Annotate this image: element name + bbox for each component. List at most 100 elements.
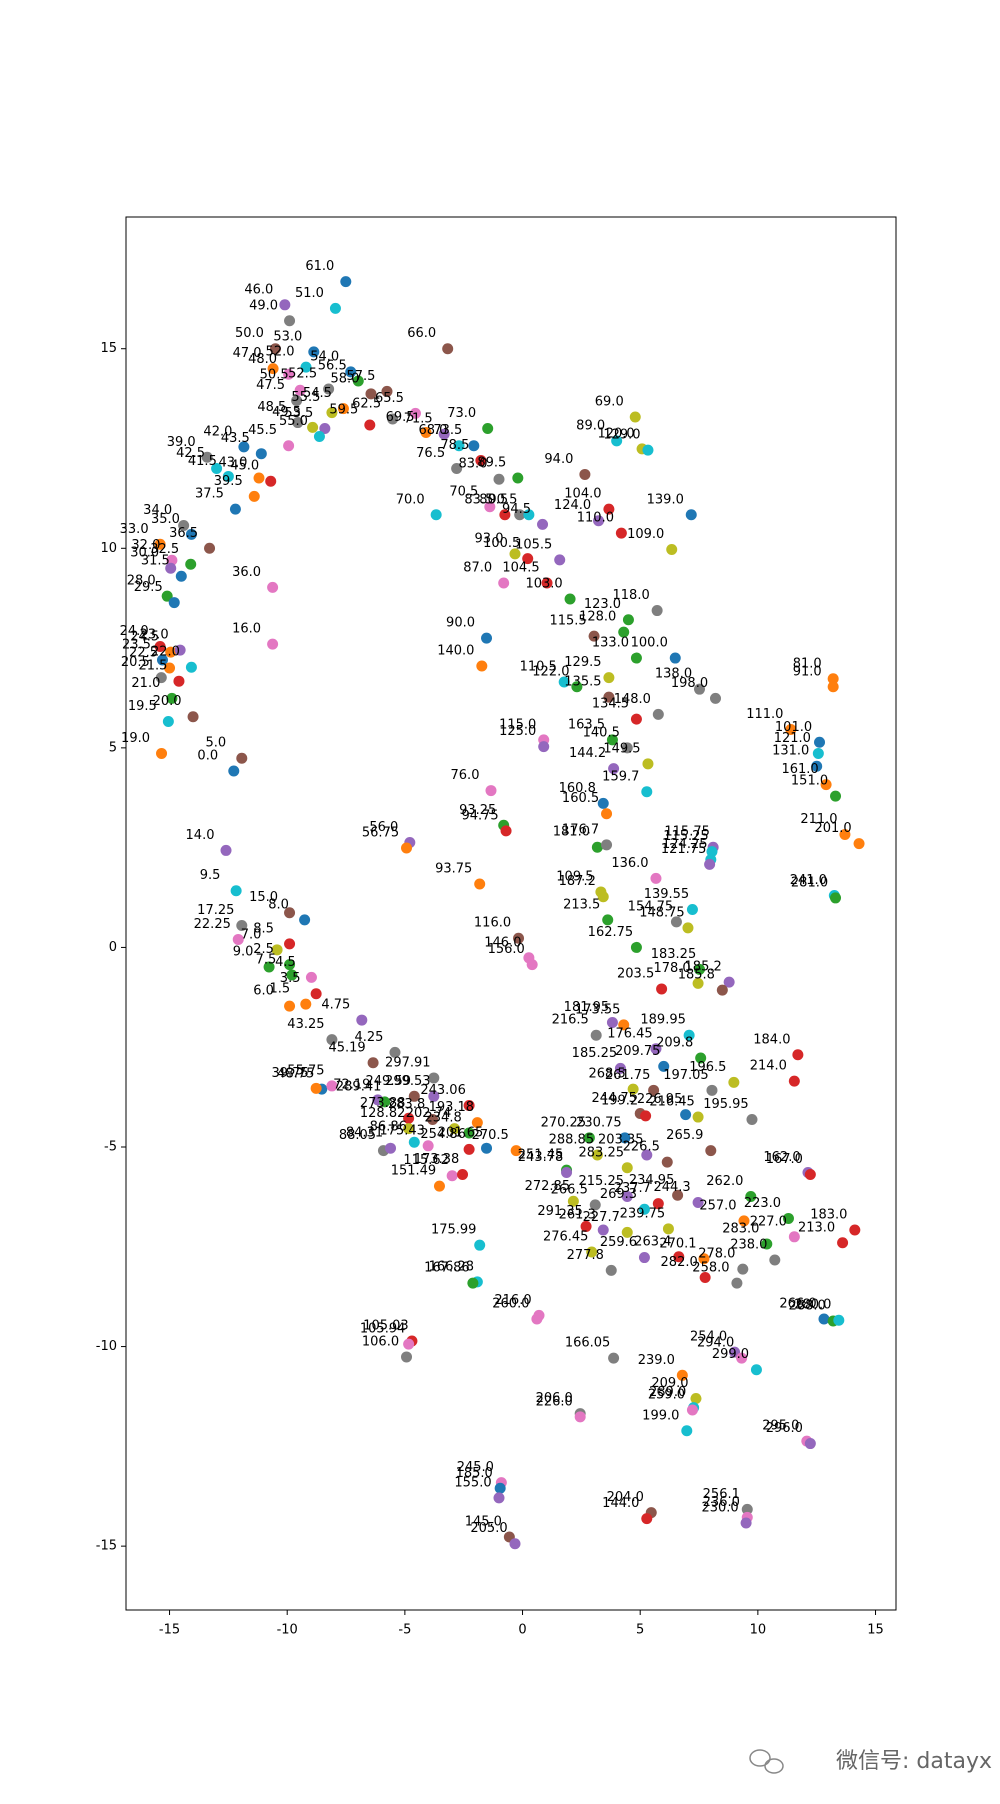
- point: [185, 661, 197, 673]
- point-label: 100.0: [631, 636, 668, 651]
- point: [630, 652, 642, 664]
- point: [365, 388, 377, 400]
- point: [531, 1313, 543, 1325]
- point-label: 46.0: [244, 282, 273, 297]
- point: [463, 1127, 475, 1139]
- point-label: 167.86: [424, 1261, 470, 1276]
- point: [692, 1111, 704, 1123]
- point: [621, 742, 633, 754]
- point-label: 297.91: [385, 1055, 431, 1070]
- point-label: 181.95: [564, 1000, 610, 1015]
- point-label: 115.75: [664, 825, 710, 840]
- point: [323, 383, 335, 395]
- point: [427, 1113, 439, 1125]
- point: [481, 1142, 493, 1154]
- point: [788, 1075, 800, 1087]
- point-label: 167.0: [766, 1152, 803, 1167]
- point: [641, 1149, 653, 1161]
- point-label: 54.5: [303, 386, 332, 401]
- point: [705, 1145, 717, 1157]
- point-label: 273.88: [360, 1096, 406, 1111]
- point: [652, 1198, 664, 1210]
- point-label: 22.5: [129, 646, 158, 661]
- point: [471, 1117, 483, 1129]
- point: [669, 652, 681, 664]
- point: [661, 1156, 673, 1168]
- point-label: 120.0: [597, 426, 634, 441]
- point: [740, 1517, 752, 1529]
- point: [161, 590, 173, 602]
- point-label: 101.0: [775, 720, 812, 735]
- point-label: 155.0: [454, 1475, 491, 1490]
- point-label: 7.0: [241, 927, 262, 942]
- point-label: 16.0: [232, 622, 261, 637]
- point: [319, 423, 331, 435]
- point-label: 296.0: [766, 1421, 803, 1436]
- point: [326, 1034, 338, 1046]
- point-label: 51.0: [295, 286, 324, 301]
- point: [611, 435, 623, 447]
- point: [618, 1019, 630, 1031]
- point: [474, 878, 486, 890]
- point-label: 283.8: [388, 1097, 425, 1112]
- point-label: 139.0: [647, 492, 684, 507]
- point: [830, 790, 842, 802]
- point: [204, 542, 216, 554]
- point-label: 189.95: [640, 1013, 686, 1028]
- point-label: 33.0: [120, 522, 149, 537]
- point-label: 2.5: [253, 942, 274, 957]
- point: [567, 1195, 579, 1207]
- watermark-icon: [749, 1749, 784, 1774]
- point-label: 121.0: [774, 731, 811, 746]
- point: [403, 1338, 415, 1350]
- point: [561, 1167, 573, 1179]
- point: [830, 892, 842, 904]
- point: [672, 1189, 684, 1201]
- point-label: 283.25: [579, 1145, 625, 1160]
- point-label: 238.0: [730, 1237, 767, 1252]
- point-label: 61.0: [305, 259, 334, 274]
- point-label: 203.5: [617, 966, 654, 981]
- point: [310, 1082, 322, 1094]
- point: [590, 1029, 602, 1041]
- point-label: 226.0: [536, 1394, 573, 1409]
- point-label: 209.0: [651, 1376, 688, 1391]
- point: [686, 1404, 698, 1416]
- point-label: 4.25: [355, 1030, 384, 1045]
- point-label: 71.5: [404, 412, 433, 427]
- point-label: 261.75: [605, 1068, 651, 1083]
- point: [269, 343, 281, 355]
- point: [804, 1438, 816, 1450]
- point: [284, 938, 296, 950]
- point: [746, 1113, 758, 1125]
- point: [433, 1180, 445, 1192]
- point-label: 226.5: [623, 1140, 660, 1155]
- point: [422, 1140, 434, 1152]
- y-tick-label: -5: [104, 1139, 117, 1154]
- point-label: 265.9: [666, 1128, 703, 1143]
- point-label: 52.5: [288, 367, 317, 382]
- point: [695, 1052, 707, 1064]
- point-label: 288.0: [789, 1299, 826, 1314]
- point: [680, 1109, 692, 1121]
- point-label: 216.0: [494, 1293, 531, 1308]
- point-label: 36.5: [169, 526, 198, 541]
- point: [716, 984, 728, 996]
- point-label: 209.8: [656, 1035, 693, 1050]
- point-label: 53.5: [284, 406, 313, 421]
- point: [706, 1084, 718, 1096]
- point-label: 100.5: [483, 536, 520, 551]
- point-label: 239.0: [638, 1353, 675, 1368]
- point-label: 223.0: [744, 1196, 781, 1211]
- point: [482, 423, 494, 435]
- point-label: 23.5: [122, 638, 151, 653]
- point: [723, 976, 735, 988]
- point-label: 244.3: [653, 1180, 690, 1195]
- point: [853, 838, 865, 850]
- point-label: 121.75: [661, 842, 707, 857]
- point: [580, 1220, 592, 1232]
- point-label: 39.5: [214, 474, 243, 489]
- point: [670, 916, 682, 928]
- point-label: 17.25: [197, 903, 234, 918]
- point: [509, 1538, 521, 1550]
